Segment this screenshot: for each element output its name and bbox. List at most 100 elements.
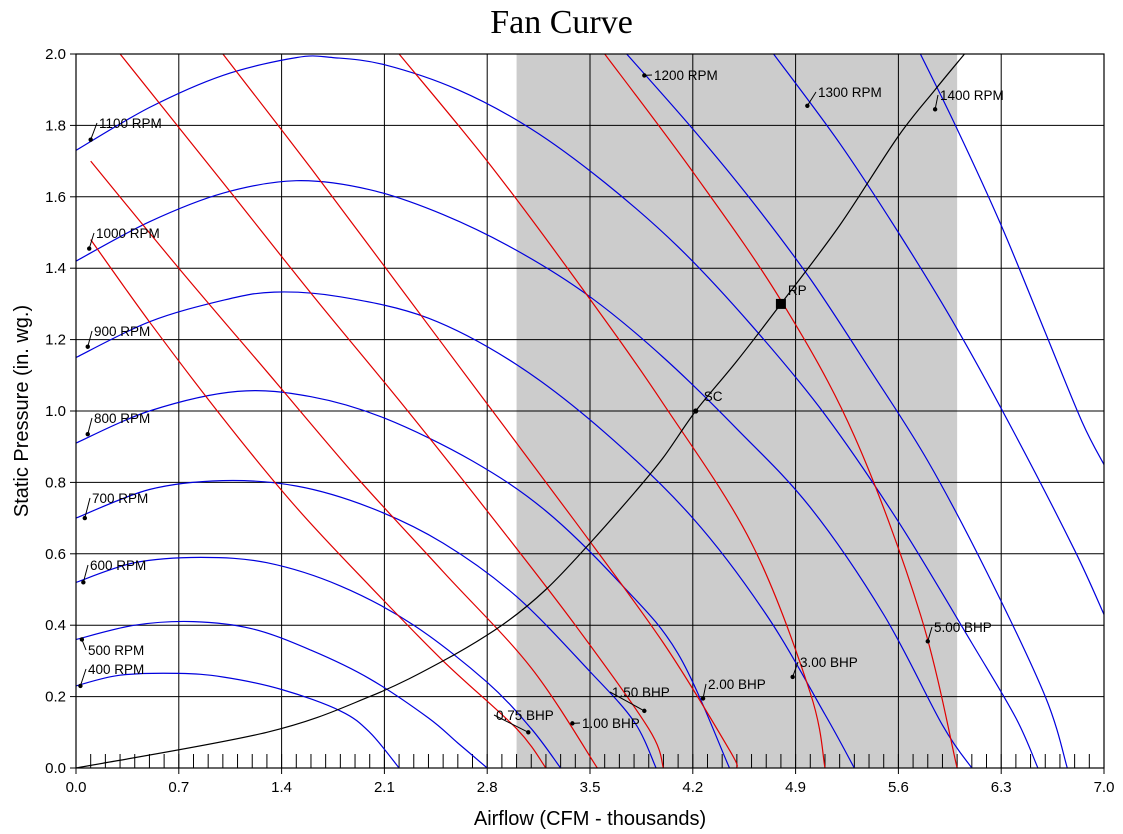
x-tick-label: 2.1 bbox=[374, 779, 395, 796]
rpm-label-600-rpm: 600 RPM bbox=[90, 558, 146, 573]
bhp-marker-2-00-bhp bbox=[700, 696, 706, 701]
rpm-label-1100-rpm: 1100 RPM bbox=[99, 116, 162, 131]
rpm-marker-600-rpm bbox=[81, 580, 86, 585]
x-tick-label: 7.0 bbox=[1094, 779, 1115, 796]
point-layer: SC RP bbox=[693, 283, 807, 414]
bhp-marker-1-00-bhp bbox=[570, 721, 575, 726]
point-marker-rp bbox=[775, 298, 786, 309]
bhp-label-3-00-bhp: 3.00 BHP bbox=[800, 655, 858, 670]
rpm-label-500-rpm: 500 RPM bbox=[88, 643, 144, 658]
bhp-leader-5-00-bhp bbox=[927, 626, 933, 642]
rpm-marker-1100-rpm bbox=[88, 137, 93, 142]
bhp-curve-1-50-bhp bbox=[119, 54, 664, 768]
rpm-curve-1100-rpm bbox=[76, 55, 1039, 768]
y-tick-label: 1.2 bbox=[45, 332, 66, 349]
rpm-label-900-rpm: 900 RPM bbox=[94, 324, 150, 339]
y-tick-label: 0.2 bbox=[45, 689, 66, 706]
rpm-marker-500-rpm bbox=[79, 637, 85, 642]
rpm-curve-900-rpm bbox=[76, 291, 855, 768]
rpm-leader-600-rpm bbox=[82, 564, 89, 583]
x-axis-title: Airflow (CFM - thousands) bbox=[474, 808, 706, 830]
y-tick-label: 1.0 bbox=[45, 403, 66, 420]
y-tick-label: 0.4 bbox=[45, 617, 66, 634]
x-tick-label: 4.9 bbox=[785, 779, 806, 796]
rpm-leader-700-rpm bbox=[84, 497, 91, 519]
rpm-marker-800-rpm bbox=[85, 432, 90, 437]
rpm-label-1300-rpm: 1300 RPM bbox=[818, 85, 882, 100]
y-tick-label: 2.0 bbox=[45, 46, 66, 63]
x-tick-label: 5.6 bbox=[888, 779, 909, 796]
rpm-curve-500-rpm bbox=[76, 620, 488, 768]
bhp-marker-5-00-bhp bbox=[925, 639, 930, 644]
rpm-marker-400-rpm bbox=[78, 683, 83, 689]
y-tick-label: 0.8 bbox=[45, 474, 66, 491]
rpm-label-800-rpm: 800 RPM bbox=[94, 411, 150, 426]
x-tick-label: 0.7 bbox=[168, 779, 189, 796]
rpm-leader-1300-rpm bbox=[806, 91, 817, 107]
curve-layer bbox=[76, 54, 1104, 768]
bhp-curve-0-75-bhp bbox=[90, 239, 547, 768]
rpm-curve-400-rpm bbox=[76, 672, 400, 768]
minor-tick-layer bbox=[90, 754, 1090, 768]
y-tick-label: 1.6 bbox=[45, 189, 66, 206]
rpm-label-400-rpm: 400 RPM bbox=[88, 662, 144, 677]
chart-title: Fan Curve bbox=[490, 4, 633, 41]
rpm-curve-700-rpm bbox=[76, 479, 657, 768]
rpm-marker-1400-rpm bbox=[932, 107, 938, 112]
rpm-marker-1200-rpm bbox=[642, 73, 647, 78]
rpm-label-700-rpm: 700 RPM bbox=[92, 491, 148, 506]
bhp-curve-3-00-bhp bbox=[398, 54, 826, 768]
bhp-curve-2-00-bhp bbox=[222, 54, 738, 768]
system-curve bbox=[76, 54, 965, 768]
rpm-leader-400-rpm bbox=[79, 668, 87, 687]
label-layer: 400 RPM 500 RPM 600 RPM 700 RPM 800 RPM 900 R… bbox=[78, 68, 1004, 735]
y-tick-label: 0.6 bbox=[45, 546, 66, 563]
rpm-curve-1200-rpm bbox=[626, 54, 1068, 768]
rpm-label-1000-rpm: 1000 RPM bbox=[96, 226, 160, 241]
rpm-marker-900-rpm bbox=[85, 344, 90, 349]
rpm-leader-900-rpm bbox=[87, 330, 93, 347]
bhp-curve-5-00-bhp bbox=[604, 54, 958, 768]
rpm-curve-800-rpm bbox=[76, 389, 731, 768]
bhp-label-1-50-bhp: 1.50 BHP bbox=[612, 685, 670, 700]
rpm-curve-600-rpm bbox=[76, 556, 562, 768]
x-tick-label: 3.5 bbox=[580, 779, 601, 796]
x-tick-label: 6.3 bbox=[991, 779, 1012, 796]
rpm-curve-1300-rpm bbox=[773, 54, 1104, 615]
bhp-curve-1-00-bhp bbox=[90, 160, 598, 768]
rpm-marker-1000-rpm bbox=[87, 246, 92, 251]
rpm-marker-1300-rpm bbox=[805, 103, 810, 108]
bhp-marker-1-50-bhp bbox=[642, 708, 647, 714]
x-tick-label: 1.4 bbox=[271, 779, 292, 796]
bhp-marker-0-75-bhp bbox=[526, 730, 531, 735]
bhp-leader-3-00-bhp bbox=[792, 661, 799, 678]
rpm-curve-1000-rpm bbox=[76, 180, 973, 768]
bhp-label-0-75-bhp: 0.75 BHP bbox=[496, 708, 554, 723]
bhp-leader-2-00-bhp bbox=[702, 683, 707, 699]
rpm-curve-1400-rpm bbox=[919, 54, 1104, 465]
rpm-leader-1000-rpm bbox=[88, 232, 95, 249]
rpm-label-1400-rpm: 1400 RPM bbox=[940, 88, 1004, 103]
rpm-label-1200-rpm: 1200 RPM bbox=[654, 68, 718, 83]
rpm-leader-1400-rpm bbox=[934, 94, 939, 110]
bhp-label-1-00-bhp: 1.00 BHP bbox=[582, 716, 640, 731]
rpm-leader-1100-rpm bbox=[90, 122, 98, 140]
point-marker-sc bbox=[693, 408, 699, 414]
axis-layer: 0.0 0.7 1.4 2.1 2.8 3.5 4.2 4.9 5.6 6.3 7.0 0.0 0.2 0… bbox=[45, 46, 1114, 796]
point-label-sc: SC bbox=[704, 389, 723, 404]
y-tick-label: 0.0 bbox=[45, 760, 66, 777]
y-tick-label: 1.4 bbox=[45, 260, 66, 277]
x-tick-label: 2.8 bbox=[477, 779, 498, 796]
point-label-rp: RP bbox=[788, 283, 807, 298]
bhp-leader-1-50-bhp bbox=[609, 691, 645, 712]
x-tick-label: 0.0 bbox=[66, 779, 87, 796]
rpm-leader-800-rpm bbox=[87, 417, 93, 435]
bhp-marker-3-00-bhp bbox=[790, 674, 795, 680]
bhp-leader-0-75-bhp bbox=[493, 714, 529, 733]
y-axis-title: Static Pressure (in. wg.) bbox=[11, 305, 33, 517]
x-tick-label: 4.2 bbox=[682, 779, 703, 796]
bhp-label-5-00-bhp: 5.00 BHP bbox=[934, 620, 992, 635]
rpm-marker-700-rpm bbox=[82, 515, 88, 521]
y-tick-label: 1.8 bbox=[45, 117, 66, 134]
